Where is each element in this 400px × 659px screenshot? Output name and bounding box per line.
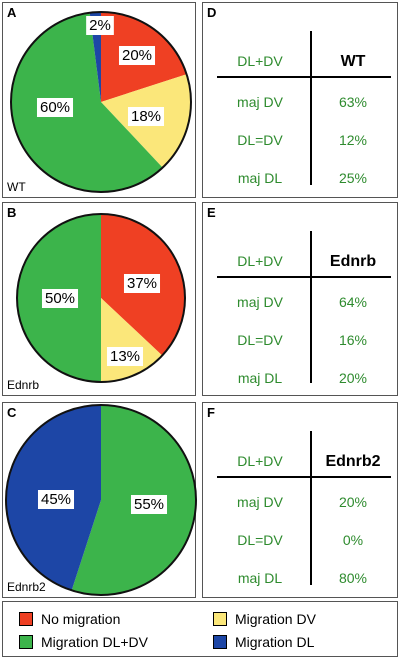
legend-label: Migration DL+DV [41, 634, 148, 650]
pie-outline [10, 11, 192, 193]
svg-text:13%: 13% [110, 348, 140, 365]
legend-swatch [19, 635, 33, 649]
table-header: Ednrb [330, 253, 376, 270]
legend-label: Migration DL [235, 634, 315, 650]
legend-label: No migration [41, 611, 121, 627]
legend-item-no-migration: No migration [19, 611, 120, 627]
table-row-label: maj DV [237, 94, 284, 110]
legend-swatch [19, 612, 33, 626]
table-row-label: DL=DV [237, 132, 283, 148]
group-label: Ednrb [7, 378, 40, 392]
group-label: Ednrb2 [7, 580, 46, 594]
panel-letter: A [7, 5, 17, 20]
pie-label-no-migration: 37% [123, 274, 161, 293]
table-row-value: 0% [343, 532, 363, 548]
table-header: Ednrb2 [325, 453, 380, 470]
legend-label: Migration DV [235, 611, 316, 627]
panel-d: DL+DV WT maj DV 63% DL=DV 12% maj DL 25% D [202, 2, 398, 198]
table-row-value: 80% [339, 570, 367, 586]
panel-letter: F [207, 405, 215, 420]
pie-outline [5, 404, 197, 596]
legend: No migration Migration DV Migration DL+D… [2, 601, 398, 657]
svg-text:60%: 60% [40, 99, 70, 116]
pie-chart-ednrb: 37% 13% 50% [16, 213, 186, 383]
table-ednrb: DL+DV Ednrb maj DV 64% DL=DV 16% maj DL 20% [217, 231, 391, 386]
table-row-value: 16% [339, 332, 367, 348]
table-corner-label: DL+DV [237, 53, 283, 69]
table-ednrb2: DL+DV Ednrb2 maj DV 20% DL=DV 0% maj DL 80% [217, 431, 391, 586]
table-row-value: 12% [339, 132, 367, 148]
table-row-value: 20% [339, 370, 367, 386]
pie-chart-wt: 20% 18% 60% 2% [10, 11, 192, 193]
legend-swatch [213, 635, 227, 649]
svg-text:45%: 45% [41, 491, 71, 508]
table-wt: DL+DV WT maj DV 63% DL=DV 12% maj DL 25% [217, 31, 391, 186]
table-corner-label: DL+DV [237, 453, 283, 469]
table-row-label: maj DV [237, 494, 284, 510]
pie-label-migration-dl-dv: 60% [36, 98, 74, 117]
legend-item-migration-dl: Migration DL [213, 634, 314, 650]
pie-label-migration-dl-dv: 55% [130, 495, 168, 514]
svg-text:18%: 18% [131, 108, 161, 125]
svg-text:50%: 50% [45, 290, 75, 307]
panel-letter: C [7, 405, 17, 420]
panel-b: 37% 13% 50% B Ednrb [2, 202, 196, 396]
svg-text:55%: 55% [134, 496, 164, 513]
panel-e: DL+DV Ednrb maj DV 64% DL=DV 16% maj DL 20% E [202, 202, 398, 396]
svg-text:20%: 20% [122, 47, 152, 64]
pie-label-no-migration: 20% [118, 46, 156, 65]
pie-label-migration-dl: 2% [86, 16, 114, 35]
legend-item-migration-dl-dv: Migration DL+DV [19, 634, 148, 650]
table-row-value: 63% [339, 94, 367, 110]
svg-text:37%: 37% [127, 275, 157, 292]
panel-letter: B [7, 205, 17, 220]
panel-a: 20% 18% 60% 2% A WT [2, 2, 196, 198]
panel-letter: D [207, 5, 217, 20]
pie-slice-migration-dl-dv [11, 12, 163, 192]
legend-swatch [213, 612, 227, 626]
pie-chart-ednrb2: 55% 45% [5, 404, 197, 596]
legend-item-migration-dv: Migration DV [213, 611, 316, 627]
panel-letter: E [207, 205, 216, 220]
panel-f: DL+DV Ednrb2 maj DV 20% DL=DV 0% maj DL 80% F [202, 402, 398, 598]
table-row-label: maj DL [238, 570, 283, 586]
panel-c: 55% 45% C Ednrb2 [2, 402, 197, 598]
table-row-value: 20% [339, 494, 367, 510]
group-label: WT [7, 180, 26, 194]
pie-outline [16, 213, 186, 383]
table-row-value: 64% [339, 294, 367, 310]
table-row-label: DL=DV [237, 532, 283, 548]
table-row-label: maj DL [238, 170, 283, 186]
pie-label-migration-dv: 13% [106, 347, 144, 366]
pie-label-migration-dv: 18% [127, 107, 165, 126]
table-row-label: maj DL [238, 370, 283, 386]
table-corner-label: DL+DV [237, 253, 283, 269]
pie-label-migration-dl-dv: 50% [41, 289, 79, 308]
svg-text:2%: 2% [89, 17, 111, 34]
table-header: WT [341, 53, 366, 70]
pie-label-migration-dl: 45% [37, 490, 75, 509]
table-row-value: 25% [339, 170, 367, 186]
table-row-label: maj DV [237, 294, 284, 310]
table-row-label: DL=DV [237, 332, 283, 348]
